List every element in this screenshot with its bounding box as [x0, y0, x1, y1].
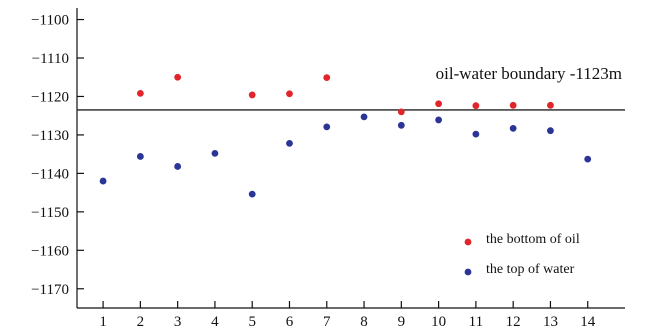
oil-bottom-point [248, 91, 256, 99]
y-tick-label: −1160 [31, 243, 69, 259]
x-ticks: 1 2 3 4 5 6 7 8 9 10 11 12 13 14 [99, 301, 596, 329]
oil-bottom-point [472, 102, 480, 110]
legend: the bottom of oil the top of water [464, 232, 580, 277]
x-tick-label: 2 [137, 314, 145, 329]
water-top-point [509, 124, 517, 132]
x-tick-label: 7 [323, 314, 331, 329]
data-points [99, 73, 592, 198]
y-ticks: −1100 −1110 −1120 −1130 −1140 −1150 −1160 −1170 [31, 13, 84, 298]
y-tick-label: −1140 [31, 166, 69, 182]
water-top-point [174, 163, 182, 170]
x-tick-label: 1 [99, 314, 107, 329]
oil-bottom-point [174, 73, 182, 81]
y-tick-label: −1110 [32, 51, 69, 67]
oil-bottom-point [286, 90, 293, 98]
y-tick-label: −1130 [31, 128, 69, 144]
legend-marker [464, 238, 472, 246]
x-tick-label: 11 [469, 314, 483, 329]
x-tick-label: 14 [580, 314, 596, 329]
y-tick-label: −1120 [31, 89, 69, 105]
oil-bottom-point [136, 89, 144, 97]
x-tick-label: 10 [431, 314, 446, 329]
water-top-point [472, 130, 480, 138]
legend-label: the bottom of oil [486, 232, 580, 247]
water-top-point [323, 123, 331, 131]
oil-bottom-point [547, 101, 554, 109]
water-top-point [99, 177, 107, 185]
oil-bottom-point [509, 101, 517, 109]
water-top-point [136, 153, 144, 160]
water-top-point [360, 113, 368, 121]
oil-bottom-point [397, 108, 405, 116]
x-tick-label: 13 [543, 314, 558, 329]
oil-bottom-point [435, 100, 443, 108]
water-top-point [547, 127, 554, 135]
y-tick-label: −1100 [31, 13, 69, 29]
water-top-point [397, 121, 405, 129]
x-tick-label: 4 [211, 314, 219, 329]
oil-bottom-point [323, 74, 331, 82]
x-tick-label: 8 [360, 314, 368, 329]
water-top-point [211, 149, 219, 157]
x-tick-label: 6 [286, 314, 294, 329]
y-tick-label: −1150 [31, 205, 69, 221]
x-tick-label: 12 [506, 314, 521, 329]
water-top-point [435, 116, 443, 124]
x-tick-label: 9 [398, 314, 406, 329]
legend-marker [464, 268, 472, 276]
x-tick-label: 5 [248, 314, 256, 329]
reference-line-group: oil-water boundary -1123m [77, 64, 625, 111]
water-top-point [248, 190, 256, 198]
x-tick-label: 3 [174, 314, 182, 329]
water-top-point [286, 139, 293, 147]
legend-label: the top of water [486, 262, 575, 277]
y-tick-label: −1170 [31, 282, 69, 298]
oil-water-boundary-label: oil-water boundary -1123m [436, 64, 622, 83]
water-top-point [584, 155, 592, 163]
